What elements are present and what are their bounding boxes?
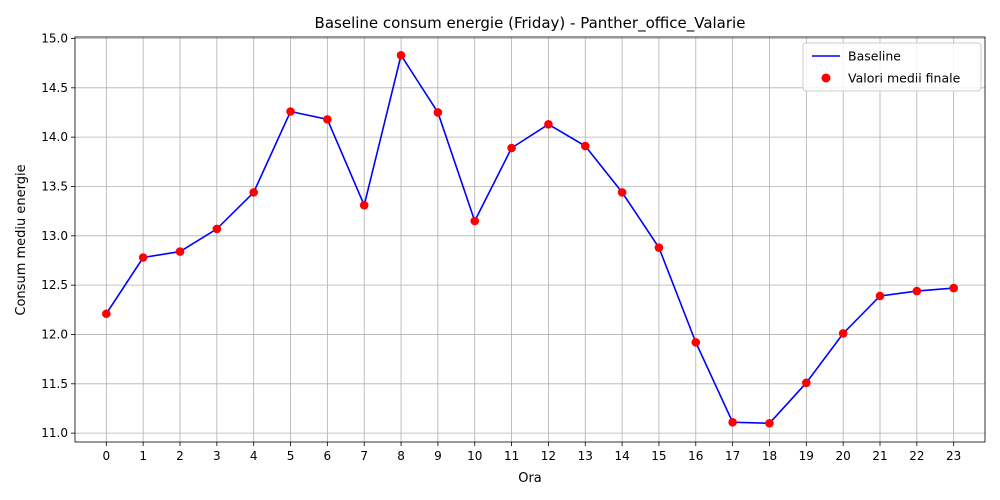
valori-point [138,253,148,262]
valori-point [949,283,958,293]
y-tick-label: 11.0 [41,426,68,440]
x-tick-label: 17 [725,449,740,463]
x-tick-label: 20 [836,449,851,463]
x-tick-label: 0 [102,449,110,463]
valori-point [286,107,295,116]
y-tick-label: 14.5 [41,81,68,95]
x-tick-label: 22 [909,449,924,463]
x-tick-label: 3 [213,449,221,463]
x-tick-label: 19 [799,449,814,463]
valori-point [396,50,406,60]
valori-point [470,216,480,226]
valori-point [359,200,369,210]
legend: Baseline Valori medii finale [802,42,982,92]
x-tick-label: 10 [467,449,482,463]
axes: 0 1 2 3 4 5 6 7 8 9 10 11 12 13 14 15 16 17 18 19 20 21 22 2311… [41,31,986,463]
legend-label-valori: Valori medii finale [848,71,961,86]
x-tick-label: 1 [139,449,147,463]
valori-point [507,143,516,153]
valori-point [175,247,185,256]
valori-point [617,188,627,197]
x-tick-label: 12 [541,449,556,463]
y-tick-label: 12.5 [41,278,68,292]
baseline-line [105,53,954,425]
x-tick-label: 8 [397,449,405,463]
valori-point [323,115,332,124]
series [102,50,958,428]
y-axis-title: Consum mediu energie [14,164,29,315]
y-tick-label: 14.0 [41,130,68,144]
valori-point [102,309,111,319]
y-tick-label: 11.5 [41,377,68,391]
valori-point [838,329,848,338]
valori-point [433,108,443,117]
legend-frame [802,42,982,92]
x-tick-label: 23 [946,449,961,463]
valori-point [875,291,885,301]
valori-point [580,141,590,151]
valori-point [249,188,258,197]
x-tick-label: 4 [250,449,258,463]
y-tick-label: 13.0 [41,229,68,243]
y-tick-label: 15.0 [41,31,68,45]
y-tick-label: 13.5 [41,179,68,193]
x-tick-label: 2 [176,449,184,463]
valori-point [765,418,774,428]
valori-point [544,120,553,129]
x-tick-label: 14 [614,449,629,463]
y-tick-label: 12.0 [41,327,68,341]
grid [75,37,985,442]
x-tick-label: 21 [872,449,887,463]
valori-point [212,224,222,234]
x-tick-label: 15 [651,449,666,463]
x-tick-label: 18 [762,449,777,463]
x-tick-label: 16 [688,449,703,463]
x-tick-label: 5 [287,449,295,463]
valori-point [728,417,737,427]
valori-point [912,286,922,296]
plot-frame [74,36,986,443]
x-tick-label: 11 [504,449,519,463]
valori-point [802,378,811,388]
valori-point [654,243,664,252]
x-tick-label: 6 [324,449,332,463]
chart-title: Baseline consum energie (Friday) - Panth… [315,14,746,33]
x-tick-label: 7 [360,449,368,463]
valori-point [691,338,701,347]
x-tick-label: 13 [578,449,593,463]
x-axis-title: Ora [518,471,542,486]
legend-marker-swatch [821,73,831,83]
legend-label-baseline: Baseline [848,49,901,64]
x-tick-label: 9 [434,449,442,463]
